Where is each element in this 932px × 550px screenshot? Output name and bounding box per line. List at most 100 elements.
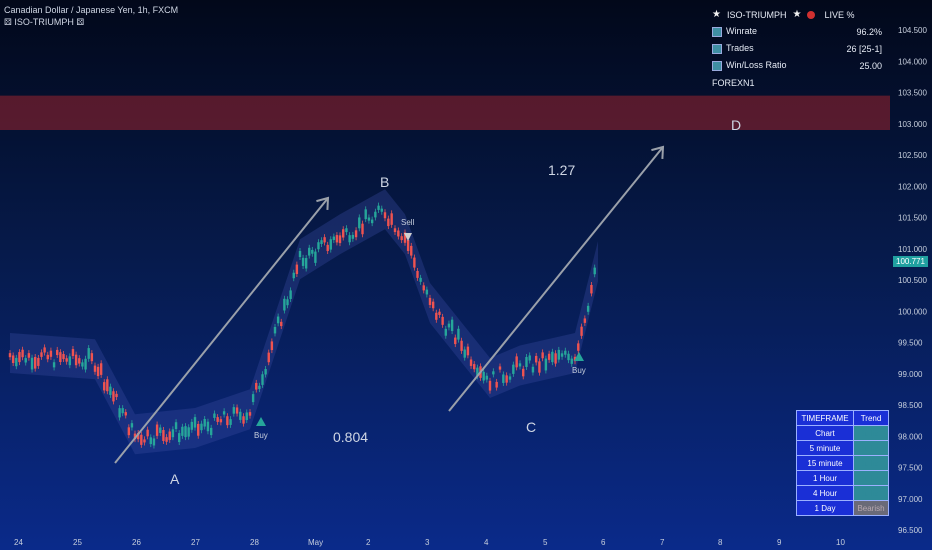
candle-body [292, 272, 295, 279]
star-icon: ★ [712, 9, 721, 20]
candle-body [580, 326, 583, 336]
candle-body [345, 228, 348, 233]
candle-body [564, 350, 567, 355]
candle-body [219, 419, 223, 423]
candle-body [403, 232, 407, 243]
stats-name: ISO-TRIUMPH [726, 9, 787, 20]
indicator-label[interactable]: ⚄ ISO-TRIUMPH ⚄ [4, 17, 85, 27]
candle-body [419, 277, 422, 282]
candle-body [197, 423, 200, 436]
candle-body [531, 366, 535, 373]
candle-body [551, 351, 554, 363]
candle-body [380, 208, 383, 212]
trend-cell: Bullish [853, 425, 889, 441]
candle-body [289, 290, 292, 299]
candle-body [30, 357, 34, 370]
candle-body [435, 312, 438, 320]
timeframe-table: TIMEFRAME Trend Chart Bullish 5 minute Bul… [796, 410, 889, 516]
candle-body [24, 358, 27, 363]
stats-row-winrate: Winrate 96.2% [712, 23, 882, 40]
time-axis-label: 6 [601, 538, 606, 547]
candle-body [171, 429, 175, 438]
candle-body [59, 352, 62, 363]
candle-body [538, 361, 541, 373]
stats-row-winloss: Win/Loss Ratio 25.00 [712, 57, 882, 74]
candle-body [554, 353, 557, 364]
candle-body [301, 257, 305, 266]
candle-body [348, 235, 351, 243]
candle-body [187, 427, 190, 437]
candle-body [103, 382, 106, 391]
candle-body [338, 235, 342, 244]
buy-signal-label: Buy [572, 366, 586, 375]
candle-body [216, 417, 219, 422]
candle-body [295, 264, 299, 274]
trend-cell: Bullish [853, 440, 889, 456]
wave-label-C: C [526, 419, 536, 435]
checkbox-icon [712, 26, 722, 37]
candle-body [203, 419, 206, 427]
price-axis-label: 97.000 [898, 495, 923, 504]
candle-body [8, 353, 12, 358]
candle-body [383, 212, 387, 219]
time-axis-label: 25 [73, 538, 82, 547]
current-price-tag: 100.771 [893, 256, 928, 267]
candle-body [498, 366, 502, 370]
candle-body [444, 328, 447, 336]
candle-body [96, 366, 100, 377]
wave-label-B: B [380, 174, 389, 190]
candle-body [18, 352, 21, 363]
price-axis-label: 100.500 [898, 276, 927, 285]
candle-body [351, 234, 355, 239]
candle-body [149, 437, 152, 445]
candle-body [90, 353, 94, 362]
candle-body [416, 271, 419, 278]
time-axis-label: 4 [484, 538, 489, 547]
candle-body [560, 353, 564, 357]
candle-body [410, 245, 413, 256]
trend-cell: Bullish [853, 470, 889, 486]
sell-signal-label: Sell [401, 218, 415, 227]
stats-footer: FOREXN1 [712, 74, 882, 91]
candle-body [49, 350, 53, 357]
candle-body [422, 285, 425, 291]
candle-body [457, 328, 460, 340]
candle-body [332, 236, 336, 241]
candle-body [567, 353, 570, 361]
candle-body [46, 354, 49, 360]
time-axis-label: 27 [191, 538, 200, 547]
price-axis-label: 102.500 [898, 151, 927, 160]
candle-body [463, 349, 466, 358]
time-axis-label: May [308, 538, 323, 547]
candle-body [502, 374, 505, 383]
candle-body [251, 394, 255, 403]
trend-arrowhead [651, 145, 665, 160]
price-axis-label: 99.000 [898, 370, 923, 379]
candle-body [441, 316, 444, 325]
trend-cell: Bullish [853, 455, 889, 471]
candle-body [593, 267, 596, 275]
candle-body [590, 284, 593, 294]
candle-body [335, 235, 339, 243]
trend-arrow-line [114, 197, 329, 464]
sell-signal-icon [404, 233, 412, 241]
candle-body [397, 230, 400, 237]
candle-body [106, 379, 109, 392]
tf-cell: 4 Hour [796, 485, 854, 501]
candle-body [329, 239, 332, 250]
candle-body [515, 356, 518, 368]
candle-body [573, 356, 577, 362]
candle-body [232, 407, 236, 414]
time-axis-label: 26 [132, 538, 141, 547]
trend-arrowhead [316, 196, 330, 211]
candle-body [178, 433, 181, 443]
candle-body [33, 356, 37, 369]
candle-body [320, 240, 323, 244]
candle-body [428, 297, 432, 305]
time-axis-label: 3 [425, 538, 430, 547]
stats-footer-label: FOREXN1 [712, 77, 755, 88]
price-axis-label: 101.500 [898, 214, 927, 223]
candle-body [136, 433, 140, 440]
candle-body [213, 413, 216, 418]
